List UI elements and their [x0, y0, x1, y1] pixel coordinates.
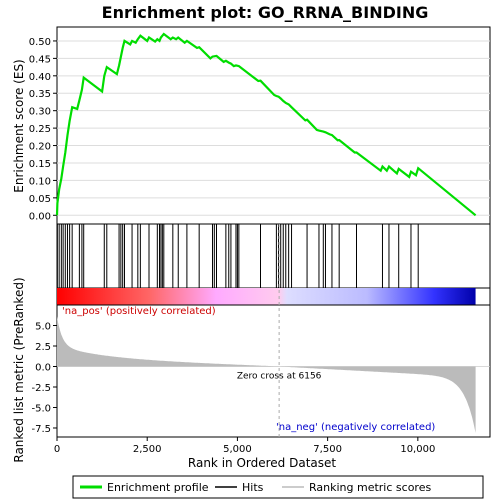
es-tick-label: 0.40 [29, 72, 51, 83]
es-tick-label: 0.20 [29, 142, 51, 153]
metric-tick-label: -2.5 [31, 383, 51, 394]
es-tick-label: 0.00 [29, 211, 51, 222]
hits-group [56, 224, 419, 288]
x-tick-label: 10,000 [400, 444, 435, 455]
metric-tick-label: -5.0 [31, 403, 51, 414]
zero-cross-label: Zero cross at 6156 [237, 371, 322, 381]
ranking-heat-bar [57, 288, 476, 305]
legend-enrichment-profile-label: Enrichment profile [107, 481, 209, 494]
hits-panel-frame [56, 223, 491, 289]
es-tick-label: 0.45 [29, 54, 51, 65]
neg-label: 'na_neg' (negatively correlated) [276, 422, 435, 433]
x-tick-label: 0 [54, 444, 60, 455]
es-tick-label: 0.50 [29, 37, 51, 48]
legend-ranking-metric-label: Ranking metric scores [309, 481, 431, 494]
metric-tick-label: 0.0 [35, 362, 51, 373]
metric-tick-label: -7.5 [31, 424, 51, 435]
x-axis-label: Rank in Ordered Dataset [188, 456, 336, 470]
es-tick-label: 0.10 [29, 176, 51, 187]
metric-panel-frame [56, 304, 491, 438]
x-tick-label: 7,500 [313, 444, 342, 455]
enrichment-profile-line [55, 32, 477, 217]
x-tick-label: 5,000 [223, 444, 252, 455]
legend-box [72, 475, 484, 499]
es-tick-label: 0.15 [29, 159, 51, 170]
x-tick-label: 2,500 [133, 444, 162, 455]
es-tick-label: 0.30 [29, 107, 51, 118]
metric-tick-label: 2.5 [35, 342, 51, 353]
chart-title: Enrichment plot: GO_RRNA_BINDING [102, 3, 429, 22]
es-tick-label: 0.35 [29, 89, 51, 100]
es-axis-label: Enrichment score (ES) [12, 59, 26, 192]
es-tick-label: 0.25 [29, 124, 51, 135]
es-tick-label: 0.05 [29, 194, 51, 205]
pos-label: 'na_pos' (positively correlated) [62, 306, 216, 317]
metric-axis-label: Ranked list metric (PreRanked) [12, 277, 26, 462]
legend-hits-label: Hits [242, 481, 264, 494]
metric-tick-label: 5.0 [35, 321, 51, 332]
